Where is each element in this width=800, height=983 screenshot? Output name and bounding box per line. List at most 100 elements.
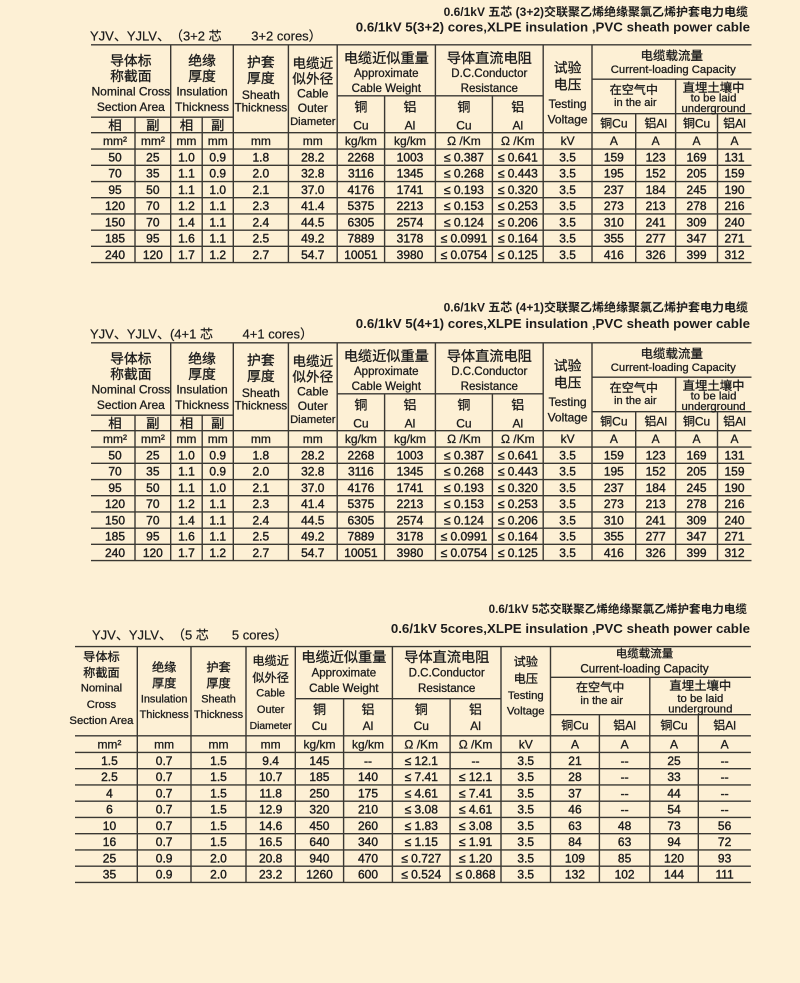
svg-text:Diameter: Diameter xyxy=(290,113,336,129)
svg-text:Testing: Testing xyxy=(549,95,587,112)
svg-text:≤ 0.206: ≤ 0.206 xyxy=(498,511,538,528)
svg-text:--: -- xyxy=(721,801,729,818)
svg-text:在空气中: 在空气中 xyxy=(610,379,658,396)
svg-text:Cu: Cu xyxy=(353,414,368,431)
svg-text:铝Al: 铝Al xyxy=(713,717,736,734)
svg-text:310: 310 xyxy=(604,213,624,230)
svg-text:mm²: mm² xyxy=(103,430,127,447)
svg-text:159: 159 xyxy=(724,165,744,182)
svg-text:≤ 0.124: ≤ 0.124 xyxy=(444,511,484,528)
svg-text:277: 277 xyxy=(646,230,666,247)
svg-text:3.5: 3.5 xyxy=(559,479,576,496)
svg-text:to be laid: to be laid xyxy=(691,388,737,404)
svg-text:铜: 铜 xyxy=(354,97,367,116)
svg-text:kV: kV xyxy=(561,132,575,149)
svg-text:≤ 0.124: ≤ 0.124 xyxy=(444,213,484,230)
svg-text:Al: Al xyxy=(512,414,523,431)
svg-text:1.1: 1.1 xyxy=(209,528,226,545)
svg-text:73: 73 xyxy=(667,817,681,834)
svg-text:1.5: 1.5 xyxy=(210,784,227,801)
svg-text:21: 21 xyxy=(568,752,582,769)
svg-text:416: 416 xyxy=(604,246,624,263)
svg-text:YJV、YJLV、（5 芯 5 cores）: YJV、YJLV、（5 芯 5 cores） xyxy=(92,624,288,643)
svg-text:2268: 2268 xyxy=(348,149,375,166)
svg-text:4176: 4176 xyxy=(348,181,375,198)
svg-text:mm²: mm² xyxy=(141,430,165,447)
svg-text:2.5: 2.5 xyxy=(101,768,118,785)
svg-text:1.1: 1.1 xyxy=(209,197,226,214)
svg-text:56: 56 xyxy=(718,817,732,834)
svg-text:309: 309 xyxy=(687,511,707,528)
svg-text:190: 190 xyxy=(724,479,744,496)
svg-text:35: 35 xyxy=(103,866,117,883)
svg-text:2213: 2213 xyxy=(397,495,424,512)
svg-text:2.0: 2.0 xyxy=(210,849,227,866)
svg-text:≤ 4.61: ≤ 4.61 xyxy=(459,801,493,818)
svg-text:mm: mm xyxy=(154,735,174,752)
svg-text:93: 93 xyxy=(718,849,732,866)
svg-text:Approximate: Approximate xyxy=(354,65,419,81)
svg-text:1.7: 1.7 xyxy=(178,544,195,561)
svg-text:195: 195 xyxy=(604,463,624,480)
svg-text:≤ 0.320: ≤ 0.320 xyxy=(498,181,538,198)
svg-text:312: 312 xyxy=(724,544,744,561)
svg-text:9.4: 9.4 xyxy=(262,752,279,769)
svg-text:28.2: 28.2 xyxy=(301,447,325,464)
svg-text:25: 25 xyxy=(103,849,117,866)
svg-text:A: A xyxy=(693,132,701,149)
svg-text:电缆载流量: 电缆载流量 xyxy=(616,646,674,662)
svg-text:mm: mm xyxy=(261,735,281,752)
svg-text:41.4: 41.4 xyxy=(301,495,325,512)
svg-text:241: 241 xyxy=(646,511,666,528)
svg-text:Diameter: Diameter xyxy=(290,411,336,427)
svg-text:护套: 护套 xyxy=(206,658,230,676)
svg-text:在空气中: 在空气中 xyxy=(576,679,624,696)
svg-text:Cable Weight: Cable Weight xyxy=(352,80,422,96)
svg-text:50: 50 xyxy=(146,479,160,496)
svg-text:Thickness: Thickness xyxy=(235,98,288,115)
svg-text:在空气中: 在空气中 xyxy=(610,81,658,98)
svg-text:护套: 护套 xyxy=(247,349,275,369)
svg-text:273: 273 xyxy=(604,197,624,214)
svg-text:电缆近: 电缆近 xyxy=(252,651,289,669)
svg-text:Voltage: Voltage xyxy=(507,703,545,719)
svg-text:≤ 0.320: ≤ 0.320 xyxy=(498,479,538,496)
svg-text:37.0: 37.0 xyxy=(301,479,325,496)
svg-text:3.5: 3.5 xyxy=(559,181,576,198)
svg-text:3.5: 3.5 xyxy=(559,246,576,263)
svg-text:260: 260 xyxy=(358,817,378,834)
svg-text:3.5: 3.5 xyxy=(517,801,534,818)
svg-text:120: 120 xyxy=(105,197,125,214)
svg-text:直埋土壤中: 直埋土壤中 xyxy=(669,676,731,694)
svg-text:0.7: 0.7 xyxy=(156,768,173,785)
svg-text:Current-loading Capacity: Current-loading Capacity xyxy=(580,660,708,676)
svg-text:1.0: 1.0 xyxy=(178,149,195,166)
svg-text:Current-loading Capacity: Current-loading Capacity xyxy=(611,61,736,77)
svg-text:3.5: 3.5 xyxy=(559,544,576,561)
svg-text:12.9: 12.9 xyxy=(259,801,283,818)
svg-text:1741: 1741 xyxy=(397,181,424,198)
svg-text:152: 152 xyxy=(646,463,666,480)
svg-text:≤ 0.153: ≤ 0.153 xyxy=(444,197,484,214)
svg-text:Thickness: Thickness xyxy=(235,396,288,413)
svg-text:240: 240 xyxy=(724,511,744,528)
svg-text:--: -- xyxy=(472,752,480,769)
svg-text:131: 131 xyxy=(724,149,744,166)
svg-text:D.C.Conductor: D.C.Conductor xyxy=(451,363,527,379)
svg-text:≤ 0.153: ≤ 0.153 xyxy=(444,495,484,512)
svg-text:1.8: 1.8 xyxy=(253,447,270,464)
svg-text:电缆近似重量: 电缆近似重量 xyxy=(301,647,386,667)
svg-text:3116: 3116 xyxy=(348,463,374,480)
svg-text:1.0: 1.0 xyxy=(209,181,226,198)
svg-text:44: 44 xyxy=(667,784,681,801)
svg-text:kV: kV xyxy=(561,430,575,447)
svg-text:Cu: Cu xyxy=(353,116,368,133)
svg-text:厚度: 厚度 xyxy=(188,65,216,85)
svg-text:213: 213 xyxy=(646,197,666,214)
svg-text:0.9: 0.9 xyxy=(209,149,226,166)
svg-text:≤ 0.206: ≤ 0.206 xyxy=(498,213,538,230)
svg-text:1.6: 1.6 xyxy=(178,230,195,247)
svg-text:6305: 6305 xyxy=(348,511,375,528)
svg-text:185: 185 xyxy=(105,528,125,545)
svg-text:3.5: 3.5 xyxy=(559,149,576,166)
